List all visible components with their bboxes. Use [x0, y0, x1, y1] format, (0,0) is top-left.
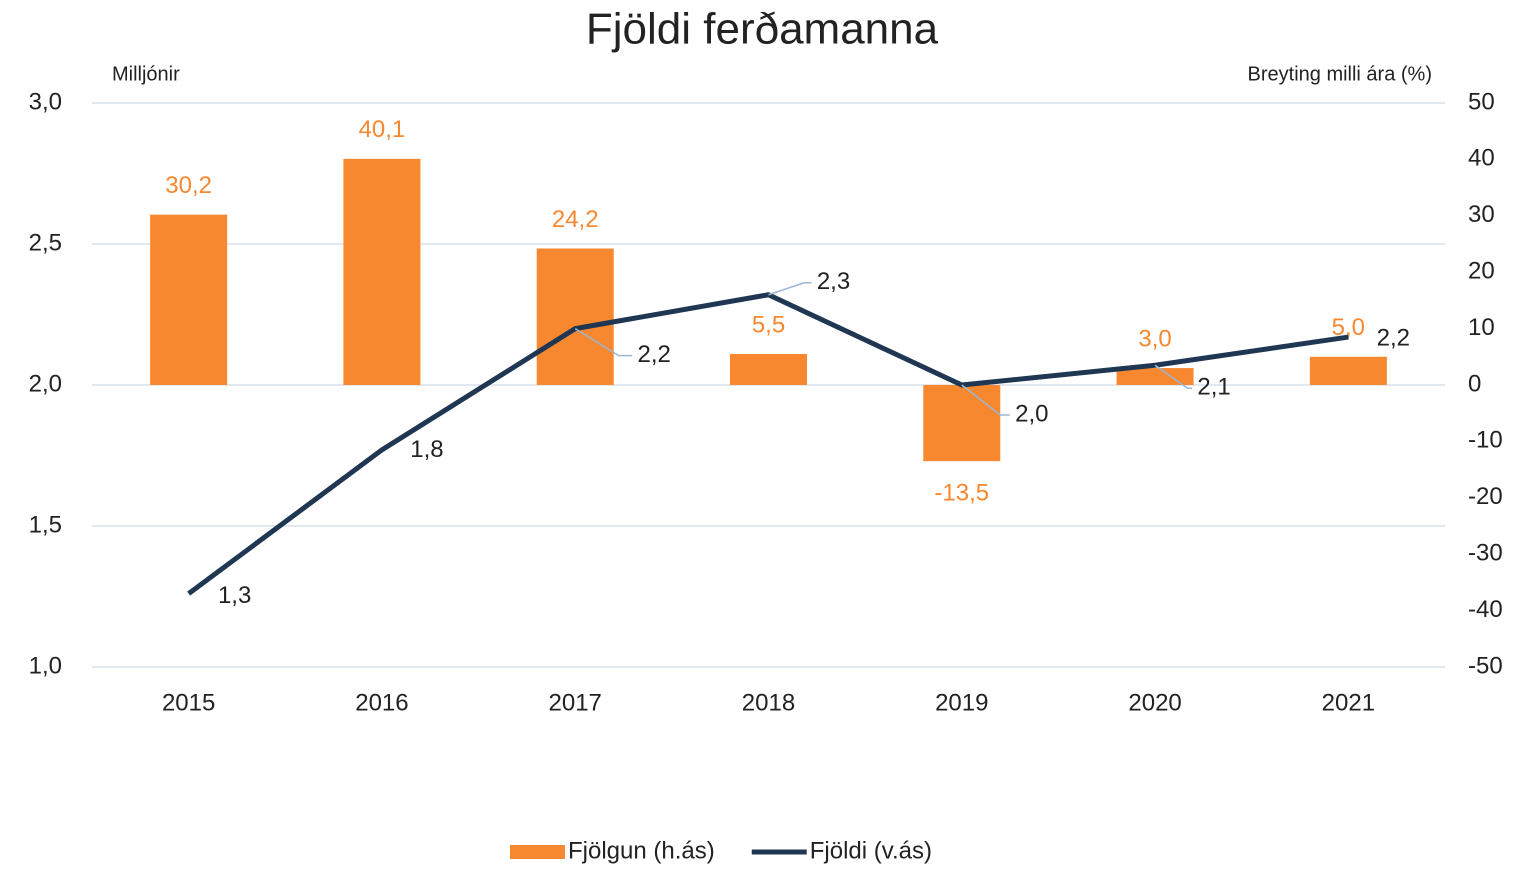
y2-tick-label: 30 [1468, 201, 1495, 228]
line-value-label: 2,1 [1197, 374, 1230, 401]
bar [536, 248, 614, 385]
bar [923, 385, 1001, 462]
line-value-label: 2,2 [1377, 324, 1410, 351]
y2-tick-label: -40 [1468, 596, 1503, 623]
y2-tick-label: 50 [1468, 88, 1495, 115]
x-tick-label: 2015 [162, 689, 215, 716]
bar [150, 214, 228, 385]
y2-tick-label: 10 [1468, 314, 1495, 341]
y-tick-label: 2,5 [29, 229, 62, 256]
y-axis-title: Milljónir [112, 63, 180, 85]
bar [1116, 368, 1194, 385]
bar-value-label: 5,5 [752, 311, 785, 338]
chart-title: Fjöldi ferðamanna [586, 5, 939, 54]
y-tick-label: 2,0 [29, 370, 62, 397]
bar-value-label: 30,2 [165, 172, 212, 199]
bar-value-label: 24,2 [552, 206, 599, 233]
leader-line [1154, 364, 1193, 390]
x-tick-label: 2016 [355, 689, 408, 716]
y2-axis-title: Breyting milli ára (%) [1248, 63, 1432, 85]
y-tick-label: 1,0 [29, 652, 62, 679]
x-tick-label: 2017 [549, 689, 602, 716]
bar [1309, 356, 1387, 385]
y2-tick-label: -50 [1468, 652, 1503, 679]
line-value-label: 2,0 [1015, 400, 1048, 427]
bar-value-label: 40,1 [359, 116, 406, 143]
y2-tick-label: 0 [1468, 370, 1481, 397]
y-tick-label: 1,5 [29, 511, 62, 538]
y-tick-label: 3,0 [29, 88, 62, 115]
legend-label: Fjöldi (v.ás) [810, 837, 932, 864]
legend-label: Fjölgun (h.ás) [568, 837, 715, 864]
bar [343, 158, 421, 385]
line-value-label: 2,3 [817, 268, 850, 295]
leader-line [768, 282, 812, 296]
bar-value-label: 3,0 [1138, 325, 1171, 352]
x-tick-label: 2020 [1128, 689, 1181, 716]
line-value-label: 1,3 [218, 582, 251, 609]
line-value-label: 1,8 [410, 436, 443, 463]
line-value-label: 2,2 [638, 341, 671, 368]
y2-tick-label: 40 [1468, 145, 1495, 172]
legend-swatch [510, 845, 565, 859]
y2-tick-label: -30 [1468, 540, 1503, 567]
bar [730, 353, 807, 385]
x-tick-label: 2018 [742, 689, 795, 716]
bar-value-label: -13,5 [934, 479, 989, 506]
leader-line [961, 384, 1010, 416]
leader-line [574, 327, 633, 357]
x-tick-label: 2019 [935, 689, 988, 716]
x-tick-label: 2021 [1322, 689, 1375, 716]
y2-tick-label: 20 [1468, 258, 1495, 285]
y2-tick-label: -20 [1468, 483, 1503, 510]
y2-tick-label: -10 [1468, 427, 1503, 454]
